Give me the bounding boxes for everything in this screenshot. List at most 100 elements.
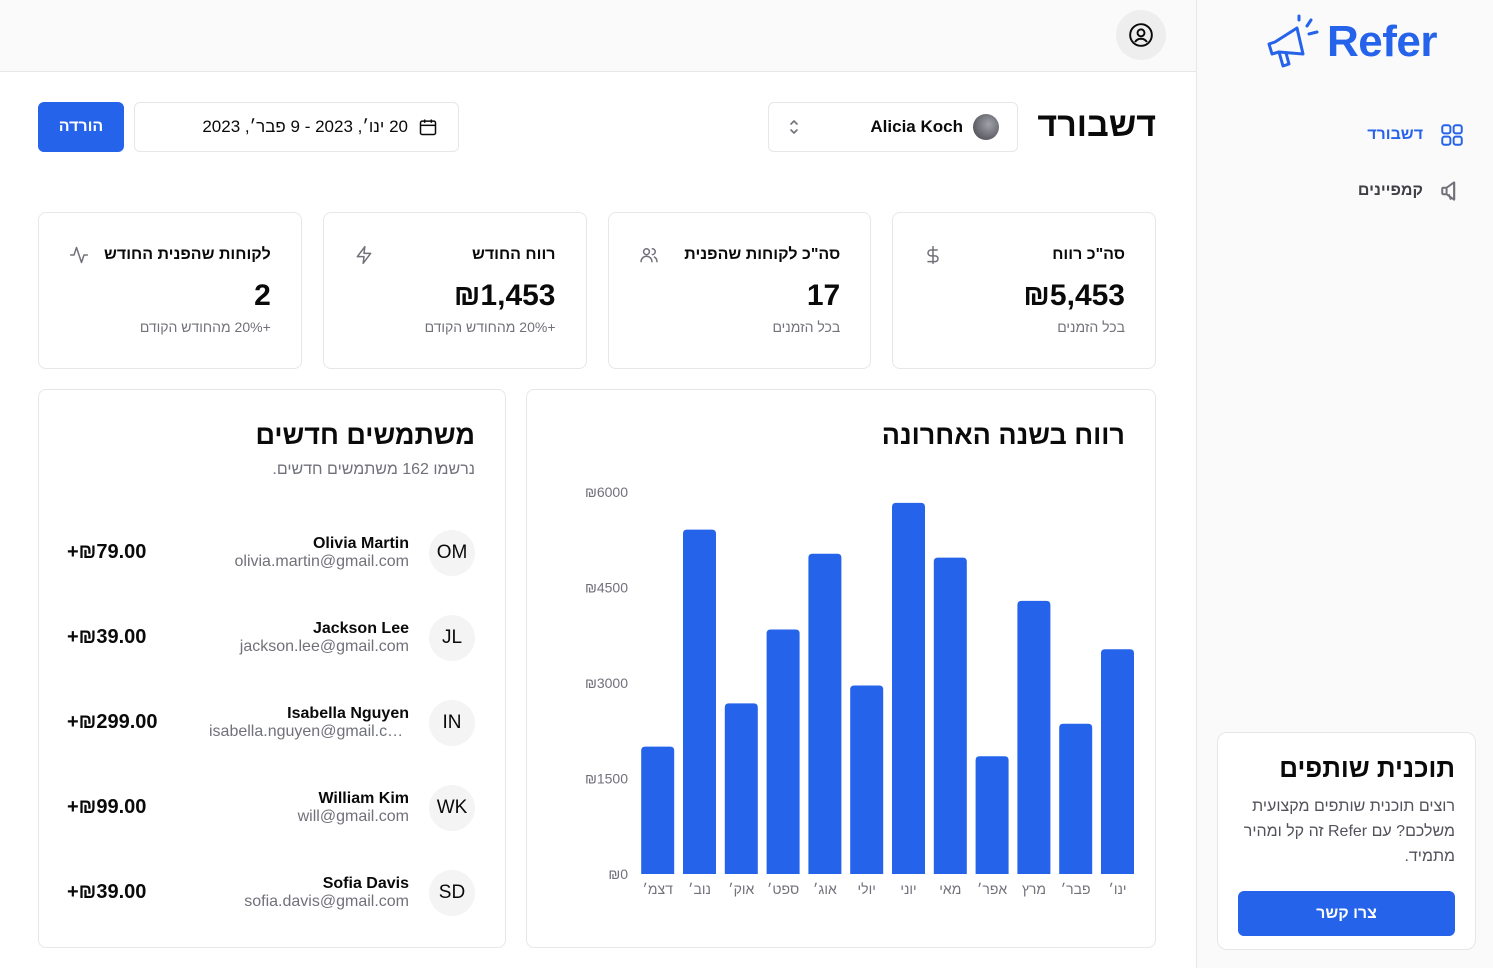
- y-tick-label: ₪3000: [585, 675, 628, 691]
- y-tick-label: ₪4500: [585, 580, 628, 596]
- download-button[interactable]: הורדה: [38, 102, 124, 152]
- x-tick-label: מרץ: [1022, 881, 1046, 897]
- stats-row: סה"כ רווח ₪5,453 בכל הזמנים סה"כ לקוחות …: [38, 212, 1156, 369]
- activity-icon: [69, 246, 89, 264]
- stat-title: סה"כ רווח: [1052, 246, 1125, 263]
- x-tick-label: פבר׳: [1061, 881, 1091, 897]
- user-amount: +₪99.00: [67, 796, 147, 818]
- chart-bar[interactable]: [724, 703, 758, 874]
- user-email: isabella.nguyen@gmail.com: [209, 722, 409, 740]
- chart-bar[interactable]: [1059, 723, 1093, 874]
- user-email: jackson.lee@gmail.com: [239, 637, 409, 655]
- contact-us-button[interactable]: צרו קשר: [1238, 891, 1455, 936]
- stat-card-total-referrals: סה"כ לקוחות שהפנית 17 בכל הזמנים: [607, 212, 872, 369]
- user-menu-button[interactable]: [1116, 10, 1166, 60]
- chart-bar[interactable]: [808, 553, 842, 874]
- user-email: will@gmail.com: [297, 807, 409, 825]
- user-row[interactable]: IN Isabella Nguyen isabella.nguyen@gmail…: [67, 680, 475, 765]
- user-row[interactable]: JL Jackson Lee jackson.lee@gmail.com +₪3…: [67, 595, 475, 680]
- revenue-bar-chart: ₪0 ₪1500 ₪3000 ₪4500 ₪6000 ינו׳ פבר׳ מרץ אפר׳ מאי…: [585, 484, 1134, 897]
- users-icon: [639, 248, 658, 263]
- user-row[interactable]: SD Sofia Davis sofia.davis@gmail.com +₪3…: [67, 850, 475, 935]
- chart-bar[interactable]: [933, 557, 967, 874]
- chart-bar[interactable]: [892, 502, 925, 874]
- user-row[interactable]: WK William Kim will@gmail.com +₪99.00: [67, 765, 475, 850]
- sidebar-item-label: דשבורד: [1367, 125, 1423, 143]
- promo-text: רוצים תוכנית שותפים מקצועית משלכם? עם Re…: [1243, 798, 1455, 865]
- user-name: Isabella Nguyen: [287, 704, 409, 722]
- chart-bar[interactable]: [766, 629, 800, 874]
- chart-bar[interactable]: [1101, 649, 1134, 874]
- sidebar: Refer דשבורד קמפיינים תוכנית שותפים רוצי…: [1196, 0, 1493, 968]
- calendar-icon: [419, 119, 437, 136]
- chart-bar[interactable]: [1017, 600, 1051, 874]
- user-amount: +₪299.00: [67, 711, 158, 733]
- promo-title: תוכנית שותפים: [1279, 753, 1455, 783]
- sidebar-nav: דשבורד קמפיינים: [1225, 118, 1465, 230]
- user-name: Sofia Davis: [322, 874, 409, 892]
- user-name: William Kim: [318, 789, 409, 807]
- y-tick-label: ₪1500: [585, 771, 628, 787]
- user-name: Jackson Lee: [312, 619, 409, 637]
- new-users-card: משתמשים חדשים נרשמו 162 משתמשים חדשים. O…: [38, 389, 506, 948]
- stat-subtext: +20% מהחודש הקודם: [424, 319, 556, 335]
- affiliate-promo-card: תוכנית שותפים רוצים תוכנית שותפים מקצועי…: [1217, 732, 1476, 950]
- stat-value: 2: [254, 279, 271, 312]
- x-tick-label: מאי: [939, 881, 961, 897]
- chart-title: רווח בשנה האחרונה: [881, 420, 1125, 450]
- date-range-text: 20 ינו׳, 2023 - 9 פבר׳, 2023: [202, 117, 408, 136]
- megaphone-icon: [1441, 180, 1456, 201]
- user-avatar: IN: [429, 699, 475, 746]
- revenue-chart-card: רווח בשנה האחרונה ₪0 ₪1500 ₪3000 ₪4500 ₪6000…: [526, 389, 1156, 948]
- megaphone-logo-icon: [1267, 14, 1319, 68]
- stat-subtext: +20% מהחודש הקודם: [139, 319, 271, 335]
- stat-title: רווח החודש: [471, 246, 556, 263]
- x-tick-label: דצמ׳: [642, 881, 673, 897]
- sidebar-item-dashboard[interactable]: דשבורד: [1225, 118, 1465, 151]
- chart-bar[interactable]: [683, 529, 716, 874]
- account-avatar: [973, 114, 999, 140]
- x-tick-label: יוני: [900, 881, 916, 897]
- x-tick-label: ספט׳: [767, 881, 799, 897]
- stat-subtext: בכל הזמנים: [1057, 319, 1125, 335]
- top-bar: [0, 0, 1196, 72]
- x-tick-label: אפר׳: [977, 881, 1007, 897]
- stat-subtext: בכל הזמנים: [772, 319, 841, 335]
- account-name: Alicia Koch: [870, 117, 963, 136]
- x-tick-label: אוק׳: [728, 881, 754, 897]
- user-amount: +₪39.00: [67, 626, 147, 648]
- x-tick-label: נוב׳: [688, 881, 711, 897]
- y-tick-label: ₪6000: [585, 484, 628, 500]
- chart-bar[interactable]: [850, 685, 884, 874]
- brand-name: Refer: [1327, 17, 1438, 66]
- user-email: olivia.martin@gmail.com: [234, 552, 409, 570]
- stat-card-total-revenue: סה"כ רווח ₪5,453 בכל הזמנים: [892, 212, 1156, 369]
- user-avatar: JL: [429, 614, 475, 661]
- user-row[interactable]: OM Olivia Martin olivia.martin@gmail.com…: [67, 510, 475, 595]
- dashboard-grid-icon: [1441, 123, 1463, 146]
- chart-bar[interactable]: [641, 746, 675, 874]
- zap-icon: [356, 245, 372, 265]
- stat-value: ₪1,453: [453, 279, 556, 312]
- date-range-picker[interactable]: 20 ינו׳, 2023 - 9 פבר׳, 2023: [134, 102, 459, 152]
- chart-bar[interactable]: [975, 756, 1009, 874]
- y-tick-label: ₪0: [608, 866, 628, 882]
- account-switcher[interactable]: Alicia Koch: [768, 102, 1018, 152]
- main-content: דשבורד Alicia Koch 20 ינו׳, 2023 - 9 פבר…: [0, 72, 1196, 968]
- user-avatar: SD: [429, 869, 475, 916]
- x-tick-label: יולי: [858, 881, 876, 897]
- user-name: Olivia Martin: [312, 534, 409, 552]
- x-tick-label: ינו׳: [1108, 881, 1126, 897]
- chevrons-up-down-icon: [790, 119, 798, 135]
- stat-title: סה"כ לקוחות שהפנית: [684, 246, 841, 263]
- user-circle-icon: [1129, 23, 1153, 47]
- sidebar-item-campaigns[interactable]: קמפיינים: [1225, 174, 1465, 207]
- dollar-icon: [927, 245, 939, 265]
- brand-logo[interactable]: Refer: [1263, 14, 1438, 70]
- stat-title: לקוחות שהפנית החודש: [104, 246, 271, 263]
- user-amount: +₪79.00: [67, 541, 147, 563]
- stat-value: ₪5,453: [1023, 279, 1125, 312]
- stat-value: 17: [806, 279, 841, 312]
- user-amount: +₪39.00: [67, 881, 147, 903]
- users-subtitle: נרשמו 162 משתמשים חדשים.: [272, 461, 475, 478]
